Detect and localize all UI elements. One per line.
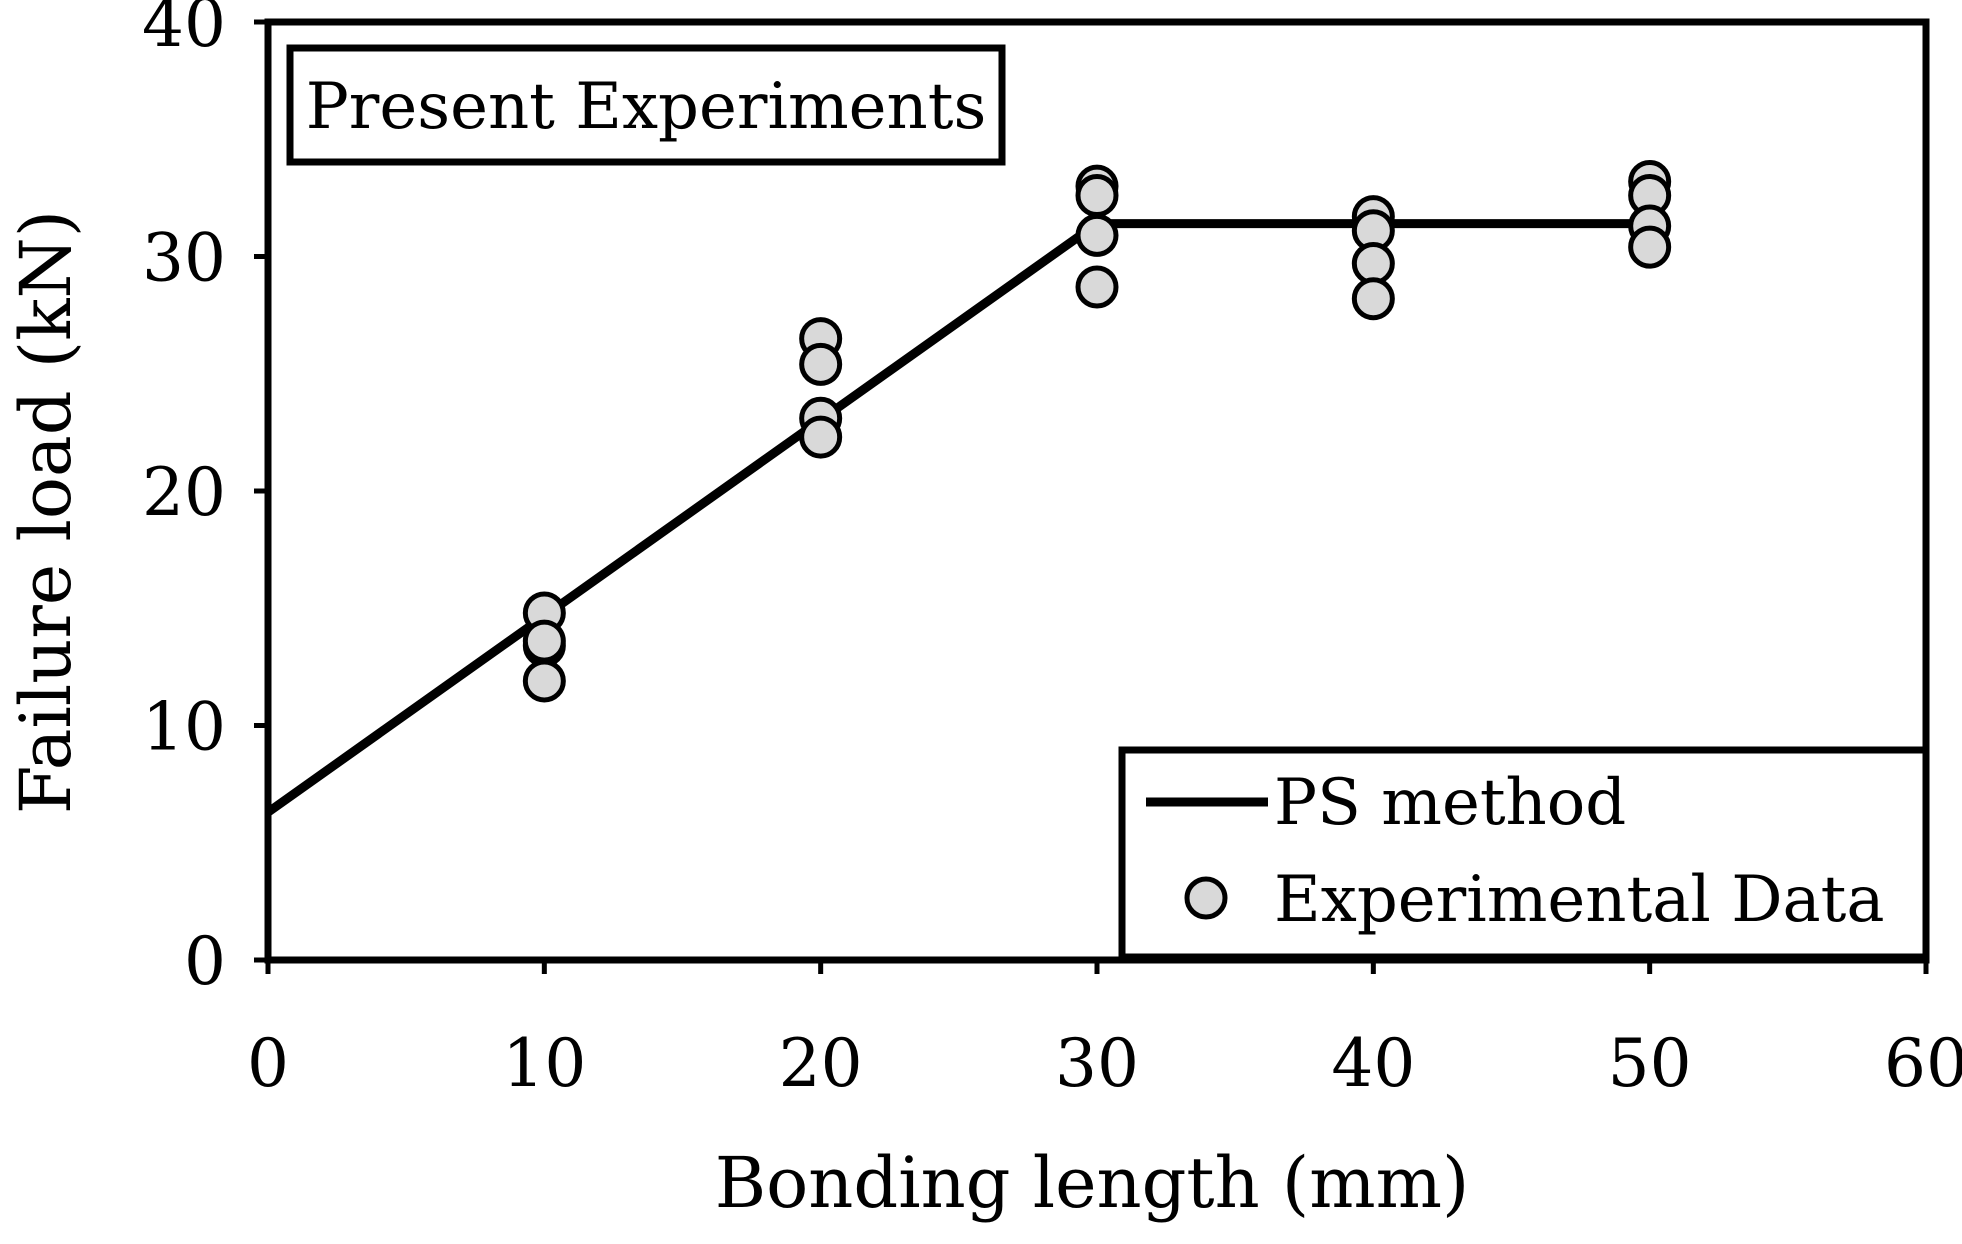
experimental-data-point [799, 342, 843, 386]
x-tick-label: 30 [1055, 1025, 1139, 1102]
x-tick-label: 40 [1331, 1025, 1415, 1102]
legend-marker-symbol [1184, 876, 1228, 920]
experimental-data-point [522, 659, 566, 703]
experimental-data-point [1351, 242, 1395, 286]
x-tick-label: 60 [1884, 1025, 1962, 1102]
y-tick-label: 40 [142, 0, 226, 62]
y-tick-label: 30 [142, 220, 226, 297]
experimental-data-point [1075, 213, 1119, 257]
x-tick-label: 0 [247, 1025, 289, 1102]
x-axis-title: Bonding length (mm) [715, 1142, 1470, 1224]
experimental-data-point [1628, 225, 1672, 269]
x-tick-label: 10 [502, 1025, 586, 1102]
legend-label-ps-method: PS method [1274, 766, 1626, 840]
axis-titles: Bonding length (mm) Failure load (kN) [5, 210, 1469, 1224]
experimental-data-point [1075, 265, 1119, 309]
annotation-text: Present Experiments [306, 70, 987, 144]
experimental-data-point [1351, 277, 1395, 321]
y-tick-label: 10 [142, 689, 226, 766]
experimental-data-point [799, 415, 843, 459]
experimental-data-point [1075, 174, 1119, 218]
annotation-box-frame [286, 44, 1006, 166]
y-tick-label: 20 [142, 454, 226, 531]
legend-box [1118, 746, 1930, 961]
x-tick-label: 20 [779, 1025, 863, 1102]
ps-method-line [265, 219, 1650, 816]
experimental-data-point [522, 619, 566, 663]
legend: PS method Experimental Data [1118, 746, 1930, 961]
x-tick-label: 50 [1608, 1025, 1692, 1102]
y-axis-title: Failure load (kN) [5, 210, 87, 814]
annotation-box: Present Experiments [286, 44, 1006, 166]
axes: 0 10 20 30 40 50 60 0 10 20 30 40 [142, 0, 1962, 1102]
plot-area [265, 159, 1672, 816]
legend-label-experimental-data: Experimental Data [1274, 863, 1885, 937]
y-tick-label: 0 [184, 923, 226, 1000]
